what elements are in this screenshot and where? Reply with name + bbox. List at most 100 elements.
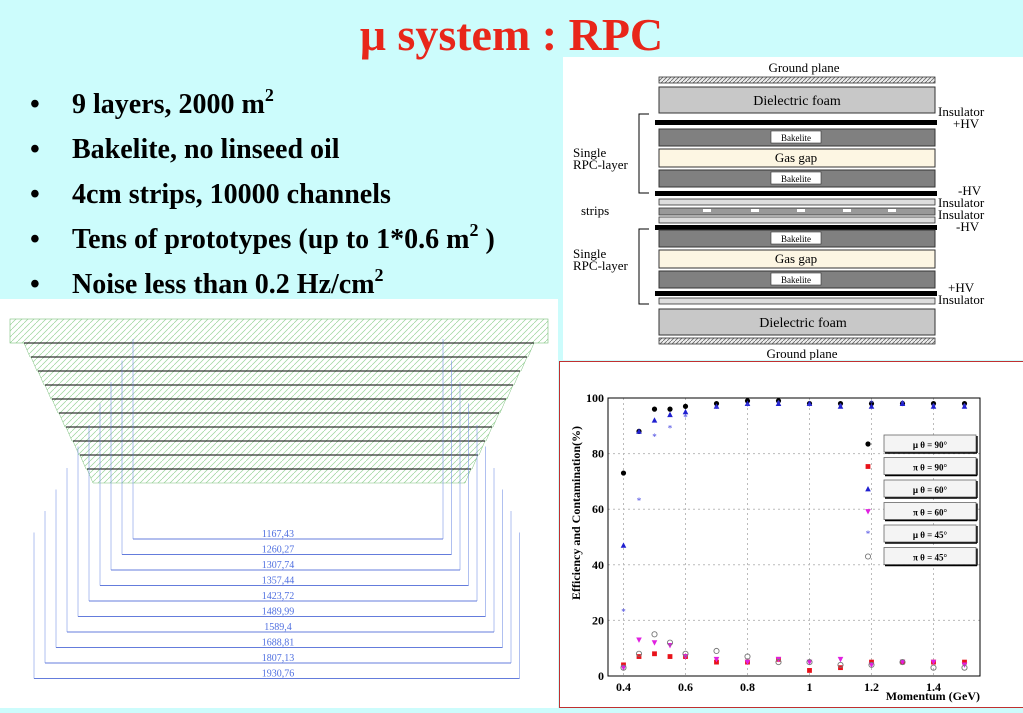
legend-entry: π θ = 90° [865, 457, 978, 477]
dimension-label: 1260,27 [262, 545, 295, 556]
dimension-line: 1423,72 [88, 425, 478, 602]
bullet-item: • Noise less than 0.2 Hz/cm2 [30, 265, 384, 300]
data-point [806, 659, 813, 666]
data-point [962, 659, 967, 665]
dimension-line: 1260,27 [121, 360, 452, 556]
data-point [899, 400, 906, 406]
data-point [667, 654, 673, 659]
legend-label: μ θ = 60° [913, 485, 948, 495]
layer-label: Bakelite [781, 275, 811, 285]
legend-entry: π θ = 45° [864, 547, 978, 567]
trapezoid-svg: 1167,43 1260,27 1307,74 1357,44 1423,72 1489,… [9, 318, 549, 680]
data-point: * [838, 401, 843, 411]
data-point [682, 403, 689, 409]
data-point [837, 656, 844, 663]
data-point [899, 659, 906, 666]
data-point [961, 403, 968, 409]
data-point [865, 509, 871, 515]
layer-label: Bakelite [781, 174, 811, 184]
dimension-label: 1930,76 [262, 669, 295, 680]
data-point [868, 662, 875, 668]
data-point [620, 665, 627, 671]
data-point [713, 656, 720, 663]
data-point [775, 659, 782, 666]
insulator [658, 297, 936, 305]
bullet-item: • Bakelite, no linseed oil [30, 134, 340, 165]
y-tick-label: 100 [586, 391, 604, 405]
right-label: -HV [956, 219, 980, 234]
bullet-item: • 4cm strips, 10000 channels [30, 179, 391, 210]
legend-label: π θ = 45° [913, 553, 948, 563]
data-point [930, 403, 937, 409]
bullet-sup: 2 [374, 265, 384, 285]
bullet-text: Bakelite, no linseed oil [72, 134, 340, 165]
y-tick-label: 60 [592, 502, 604, 516]
x-tick-label: 0.8 [740, 680, 755, 694]
dimension-line: 1489,99 [77, 446, 486, 618]
dimension-line: 1357,44 [99, 403, 469, 587]
data-point: * [637, 496, 642, 506]
data-point: * [621, 607, 626, 617]
bullet-text: Noise less than 0.2 Hz/cm [72, 269, 375, 300]
data-point [682, 654, 689, 660]
right-label: Insulator [938, 292, 985, 307]
data-point [899, 659, 906, 666]
series: * * * * * * * * * * * * * * [621, 399, 967, 618]
data-point [806, 659, 813, 666]
data-point [807, 668, 812, 673]
data-point: * [900, 399, 905, 409]
insulator [658, 198, 936, 206]
data-point [865, 464, 871, 469]
right-label: -HV [958, 183, 982, 198]
data-point [713, 403, 720, 409]
data-point [620, 664, 627, 671]
efficiency-chart: 0 20 40 60 80 100 0.4 0.6 0.8 1 1.2 1.4 Efficiency … [569, 391, 981, 703]
bullet-item: • Tens of prototypes (up to 1*0.6 m2 ) [30, 220, 495, 255]
y-axis-label: Efficiency and Contamination(%) [569, 426, 583, 600]
dimension-line: 1589,4 [66, 468, 495, 633]
x-tick-label: 1 [807, 680, 813, 694]
data-point [961, 664, 968, 671]
data-point [713, 647, 720, 655]
data-point [682, 650, 689, 657]
layer-label: Bakelite [781, 234, 811, 244]
insulator [658, 216, 936, 224]
data-point [651, 406, 658, 412]
legend-entry: μ θ = 60° [865, 479, 978, 499]
rpc-structure-svg: Ground plane Dielectric foam Bakelite Ga… [573, 60, 985, 361]
right-label: +HV [953, 116, 980, 131]
slide-title: μ system : RPC [359, 9, 664, 60]
data-point: * [683, 412, 688, 422]
data-point [666, 639, 674, 646]
left-label: Single [573, 246, 606, 261]
legend-entry: π θ = 60° [865, 502, 978, 522]
data-point [667, 406, 673, 412]
data-point [667, 643, 673, 649]
dimension-label: 1357,44 [262, 576, 295, 587]
dimension-label: 1307,74 [262, 560, 295, 571]
data-point: * [745, 401, 750, 411]
data-point [930, 659, 937, 666]
data-point: * [962, 401, 967, 411]
data-point [744, 400, 751, 406]
ground-plane-top-label: Ground plane [768, 60, 839, 75]
data-point [651, 417, 658, 423]
dimension-line: 1930,76 [33, 532, 520, 680]
data-point [930, 664, 937, 671]
x-tick-label: 0.4 [616, 680, 631, 694]
data-point [865, 486, 871, 492]
layer-label: Gas gap [775, 150, 817, 165]
ground-plane-top [658, 76, 936, 84]
dimension-line: 1807,13 [44, 511, 512, 664]
data-point [620, 542, 627, 548]
legend-entry: μ θ = 90° [865, 434, 978, 454]
data-point: * [931, 401, 936, 411]
hv-electrode [655, 191, 937, 196]
dimension-line: 1307,74 [110, 382, 461, 571]
bullet-text: 4cm strips, 10000 channels [72, 179, 391, 210]
layer-label: Bakelite [781, 133, 811, 143]
ground-plane-bottom [658, 337, 936, 345]
hv-electrode [655, 120, 937, 125]
data-point [865, 441, 871, 447]
rpc-structure-diagram: Ground plane Dielectric foam Bakelite Ga… [563, 57, 1023, 361]
